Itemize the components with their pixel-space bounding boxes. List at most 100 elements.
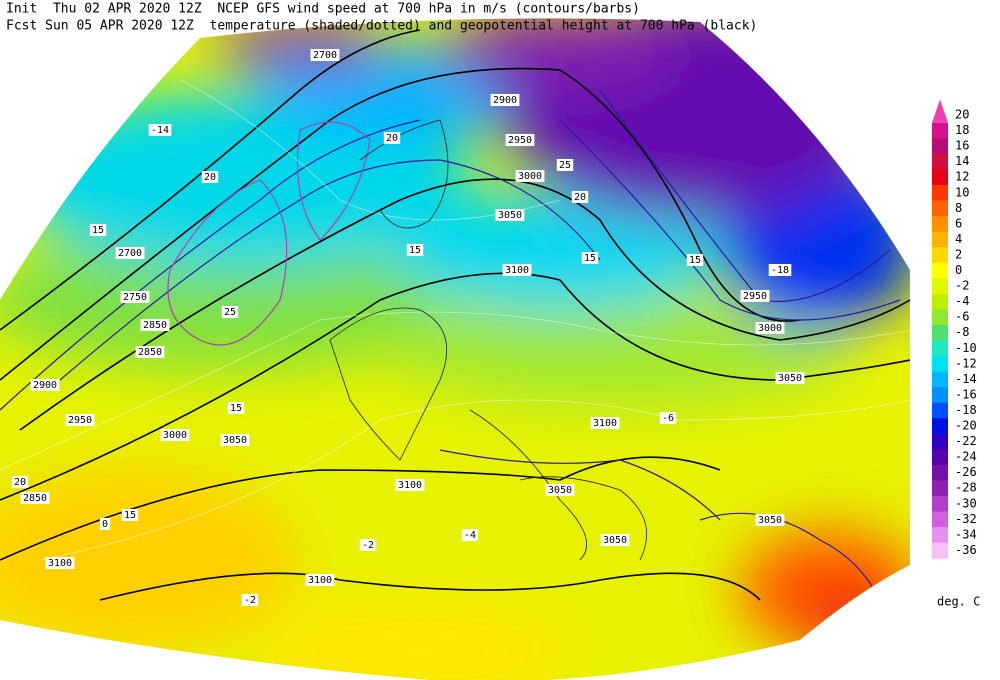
colorbar-unit: deg. C <box>937 595 980 609</box>
colorbar-cell <box>932 511 948 528</box>
contour-label-box <box>461 529 479 541</box>
contour-label-box <box>135 346 165 358</box>
contour-label: -2 <box>359 539 377 551</box>
colorbar-cell <box>932 495 948 513</box>
colorbar-label: -16 <box>955 387 977 401</box>
contour-label: 2950 <box>740 290 770 302</box>
contour-label-text: 2750 <box>123 292 147 303</box>
contour-label-box <box>115 247 145 259</box>
contour-label-text: 15 <box>689 255 701 266</box>
contour-label-text: 20 <box>204 172 216 183</box>
contour-label-box <box>45 557 75 569</box>
contour-label-box <box>65 414 95 426</box>
contour-label-text: 2700 <box>118 248 142 259</box>
contour-label-text: 20 <box>14 477 26 488</box>
contour-label-text: -2 <box>362 540 374 551</box>
colorbar-cell <box>932 309 948 326</box>
contour-label: 15 <box>581 252 599 264</box>
colorbar-label: -22 <box>955 434 977 448</box>
contour-label: 2950 <box>505 134 535 146</box>
contour-label-box <box>160 429 190 441</box>
colorbar-label: -26 <box>955 465 977 479</box>
contour-label-box <box>740 290 770 302</box>
contour-label-box <box>89 224 107 236</box>
contour-label: 3100 <box>305 574 335 586</box>
colorbar-cell <box>932 480 948 497</box>
colorbar-label: 8 <box>955 201 962 215</box>
contour-label: 20 <box>571 191 589 203</box>
contour-label-text: 3000 <box>758 323 782 334</box>
contour-label-box <box>383 132 401 144</box>
contour-label: 0 <box>99 518 111 530</box>
contour-label-text: 2900 <box>493 95 517 106</box>
colorbar-cell <box>932 262 948 279</box>
contour-label: 3050 <box>495 209 525 221</box>
contour-label-box <box>241 594 259 606</box>
contour-label-text: -2 <box>244 595 256 606</box>
contour-label: -6 <box>659 412 677 424</box>
colorbar-label: -2 <box>955 279 969 293</box>
colorbar-cap <box>932 99 948 123</box>
contour-label-box <box>305 574 335 586</box>
contour-label-box <box>686 254 704 266</box>
contour-label: 15 <box>227 402 245 414</box>
contour-label-text: 3100 <box>593 418 617 429</box>
colorbar-cell <box>932 356 948 373</box>
contour-label-box <box>221 306 239 318</box>
contour-label-box <box>502 264 532 276</box>
colorbar-cell <box>932 153 948 170</box>
contour-label-text: 2950 <box>508 135 532 146</box>
contour-label: 2900 <box>30 379 60 391</box>
colorbar-cell <box>932 433 948 450</box>
contour-label: 2750 <box>120 291 150 303</box>
colorbar-label: 0 <box>955 263 962 277</box>
contour-label-box <box>121 509 139 521</box>
colorbar-cell <box>932 216 948 233</box>
contour-label-box <box>659 412 677 424</box>
colorbar: 20181614121086420-2-4-6-8-10-12-14-16-18… <box>932 99 977 559</box>
colorbar-label: -8 <box>955 325 969 339</box>
contour-label: 3050 <box>220 434 250 446</box>
contour-label-box <box>775 372 805 384</box>
contour-label-box <box>30 379 60 391</box>
contour-label-box <box>310 49 340 61</box>
contour-label-text: 3100 <box>505 265 529 276</box>
contour-label-text: 3000 <box>518 171 542 182</box>
contour-label-text: 15 <box>409 245 421 256</box>
contour-label-text: 2850 <box>23 493 47 504</box>
contour-label-box <box>201 171 219 183</box>
colorbar-cell <box>932 387 948 404</box>
contour-label: 2850 <box>20 492 50 504</box>
contour-label-text: 3050 <box>498 210 522 221</box>
contour-label-box <box>571 191 589 203</box>
contour-label-box <box>140 319 170 331</box>
colorbar-cell <box>932 122 948 139</box>
colorbar-label: -24 <box>955 450 977 464</box>
contour-label-box <box>490 94 520 106</box>
contour-label: 3050 <box>600 534 630 546</box>
contour-label: 15 <box>406 244 424 256</box>
colorbar-cell <box>932 464 948 481</box>
contour-label: 25 <box>221 306 239 318</box>
colorbar-label: -6 <box>955 310 969 324</box>
contour-label: 15 <box>89 224 107 236</box>
colorbar-cell <box>932 324 948 341</box>
contour-label-box <box>556 159 574 171</box>
contour-label-text: 15 <box>124 510 136 521</box>
colorbar-label: -10 <box>955 341 977 355</box>
colorbar-cell <box>932 371 948 388</box>
colorbar-label: 6 <box>955 216 962 230</box>
contour-label: 3050 <box>775 372 805 384</box>
contour-label-text: 15 <box>92 225 104 236</box>
contour-label: -18 <box>768 264 792 276</box>
colorbar-label: -14 <box>955 372 977 386</box>
contour-label: 2850 <box>140 319 170 331</box>
colorbar-label: 18 <box>955 123 969 137</box>
contour-label-text: 3050 <box>223 435 247 446</box>
colorbar-cell <box>932 200 948 217</box>
contour-label: 2700 <box>115 247 145 259</box>
contour-label-box <box>600 534 630 546</box>
contour-label-text: 15 <box>584 253 596 264</box>
contour-label: 2850 <box>135 346 165 358</box>
contour-label-text: 3050 <box>548 485 572 496</box>
